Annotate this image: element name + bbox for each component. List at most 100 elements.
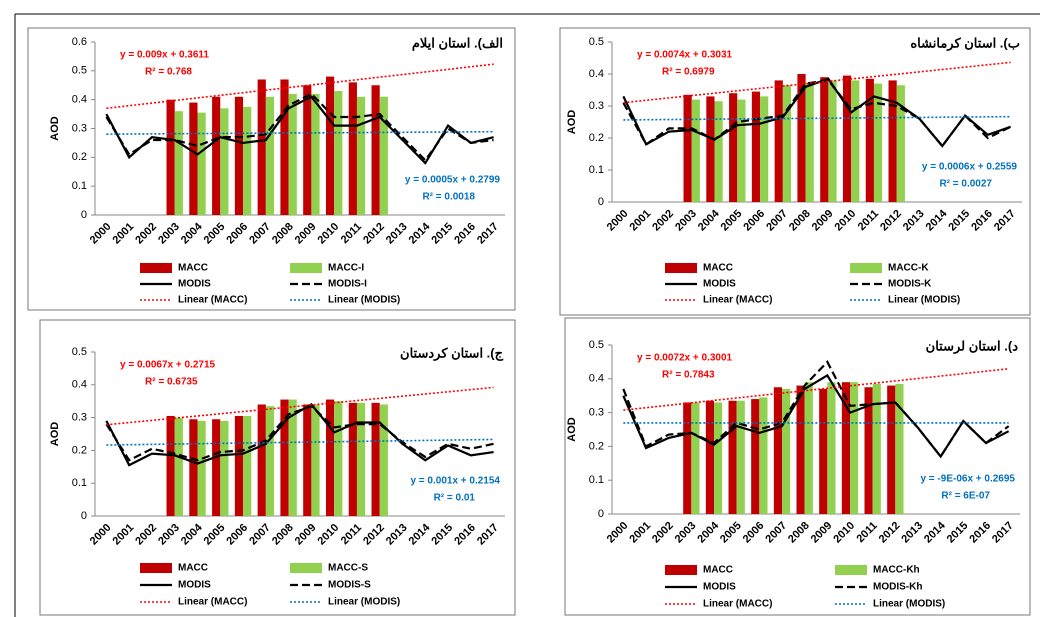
trend-equation: y = 0.0067x + 0.2715 [120,360,216,371]
bar [850,382,859,514]
y-tick-label: 0.5 [589,36,604,48]
bar [805,83,814,202]
y-tick-label: 0.4 [72,94,87,106]
trend-equation: y = 0.0006x + 0.2559 [922,162,1018,173]
bar [166,415,175,516]
trend-line [623,61,1011,104]
x-tick-label: 2016 [969,208,995,234]
bar [820,77,829,202]
bar [827,382,836,514]
bar [895,383,904,514]
x-tick-label: 2001 [111,522,137,548]
bar [683,94,692,202]
x-tick-label: 2007 [763,520,789,546]
x-tick-label: 2014 [922,519,948,545]
y-tick-label: 0.2 [72,151,87,163]
y-tick-label: 0 [81,209,87,221]
bar [234,415,244,516]
bar [243,415,252,516]
bar [759,397,768,514]
y-axis-label: AOD [566,417,578,442]
bar [311,404,320,516]
x-tick-label: 2011 [339,221,364,246]
x-tick-label: 2013 [899,520,925,546]
x-tick-label: 2010 [831,520,857,546]
y-tick-label: 0.4 [589,68,604,80]
x-tick-label: 2017 [475,522,501,548]
bar [288,399,297,516]
y-tick-label: 0.1 [589,164,604,176]
x-tick-label: 2014 [407,220,433,246]
bar [303,404,312,516]
x-tick-label: 2000 [605,520,631,546]
bar [888,80,897,202]
x-tick-label: 2011 [339,522,364,547]
x-tick-label: 2012 [361,221,387,247]
y-tick-label: 0.2 [589,132,604,144]
bar [325,399,335,516]
legend-label: MACC-K [888,263,929,274]
y-tick-label: 0.5 [72,65,87,77]
bar [865,78,874,202]
bar [782,388,791,514]
x-tick-label: 2011 [854,520,879,545]
chart-title: ب). استان کرمانشاه [910,35,1020,51]
bar [379,404,388,516]
bar [887,385,896,514]
panel-border [559,27,1031,316]
x-tick-label: 2010 [833,208,859,234]
legend-swatch [140,263,172,273]
legend-swatch [850,263,882,273]
y-tick-label: 0.3 [72,412,87,424]
bar [288,93,297,215]
bar [265,406,275,516]
bar [760,96,769,202]
bar [691,99,700,202]
x-tick-label: 2007 [247,522,273,548]
x-tick-label: 2017 [475,221,501,247]
x-tick-label: 2005 [202,522,228,548]
trend-equation: y = -9E-06x + 0.2695 [920,474,1015,485]
bar [334,401,343,516]
x-tick-label: 2015 [429,221,455,247]
bar [873,83,883,202]
trend-line [106,386,494,426]
y-tick-label: 0.1 [72,477,87,489]
x-tick-label: 2008 [787,208,813,234]
legend-label: MODIS-Kh [873,582,922,593]
bar [212,96,221,215]
bar [371,402,380,516]
bar [325,76,335,215]
bar [773,387,782,514]
x-tick-label: 2008 [786,520,812,546]
legend-label: MODIS-K [888,279,932,290]
bar [828,80,837,202]
legend-swatch [140,563,172,573]
legend-label: Linear (MACC) [703,295,772,306]
bar [356,402,366,516]
x-tick-label: 2016 [452,522,478,548]
legend-label: MODIS-S [328,580,371,591]
line-series [105,403,494,467]
y-tick-label: 0.2 [589,440,604,452]
x-tick-label: 2002 [133,522,159,548]
bar [851,80,860,202]
bar [782,85,792,202]
x-tick-label: 2009 [293,522,319,548]
x-tick-label: 2013 [901,208,927,234]
x-tick-label: 2009 [809,520,835,546]
bar [212,419,221,516]
legend-label: Linear (MACC) [178,597,247,608]
y-tick-label: 0 [598,508,604,520]
bar [189,419,198,516]
x-tick-label: 2015 [946,208,972,234]
line-series [622,77,1011,148]
x-tick-label: 2004 [696,207,722,233]
x-tick-label: 2016 [967,520,993,546]
bar [864,387,873,514]
x-tick-label: 2001 [628,208,654,234]
legend-swatch [665,263,697,273]
trend-r2: R² = 0.6979 [662,67,715,78]
legend-label: MACC [703,263,733,274]
legend-label: Linear (MACC) [178,295,247,306]
